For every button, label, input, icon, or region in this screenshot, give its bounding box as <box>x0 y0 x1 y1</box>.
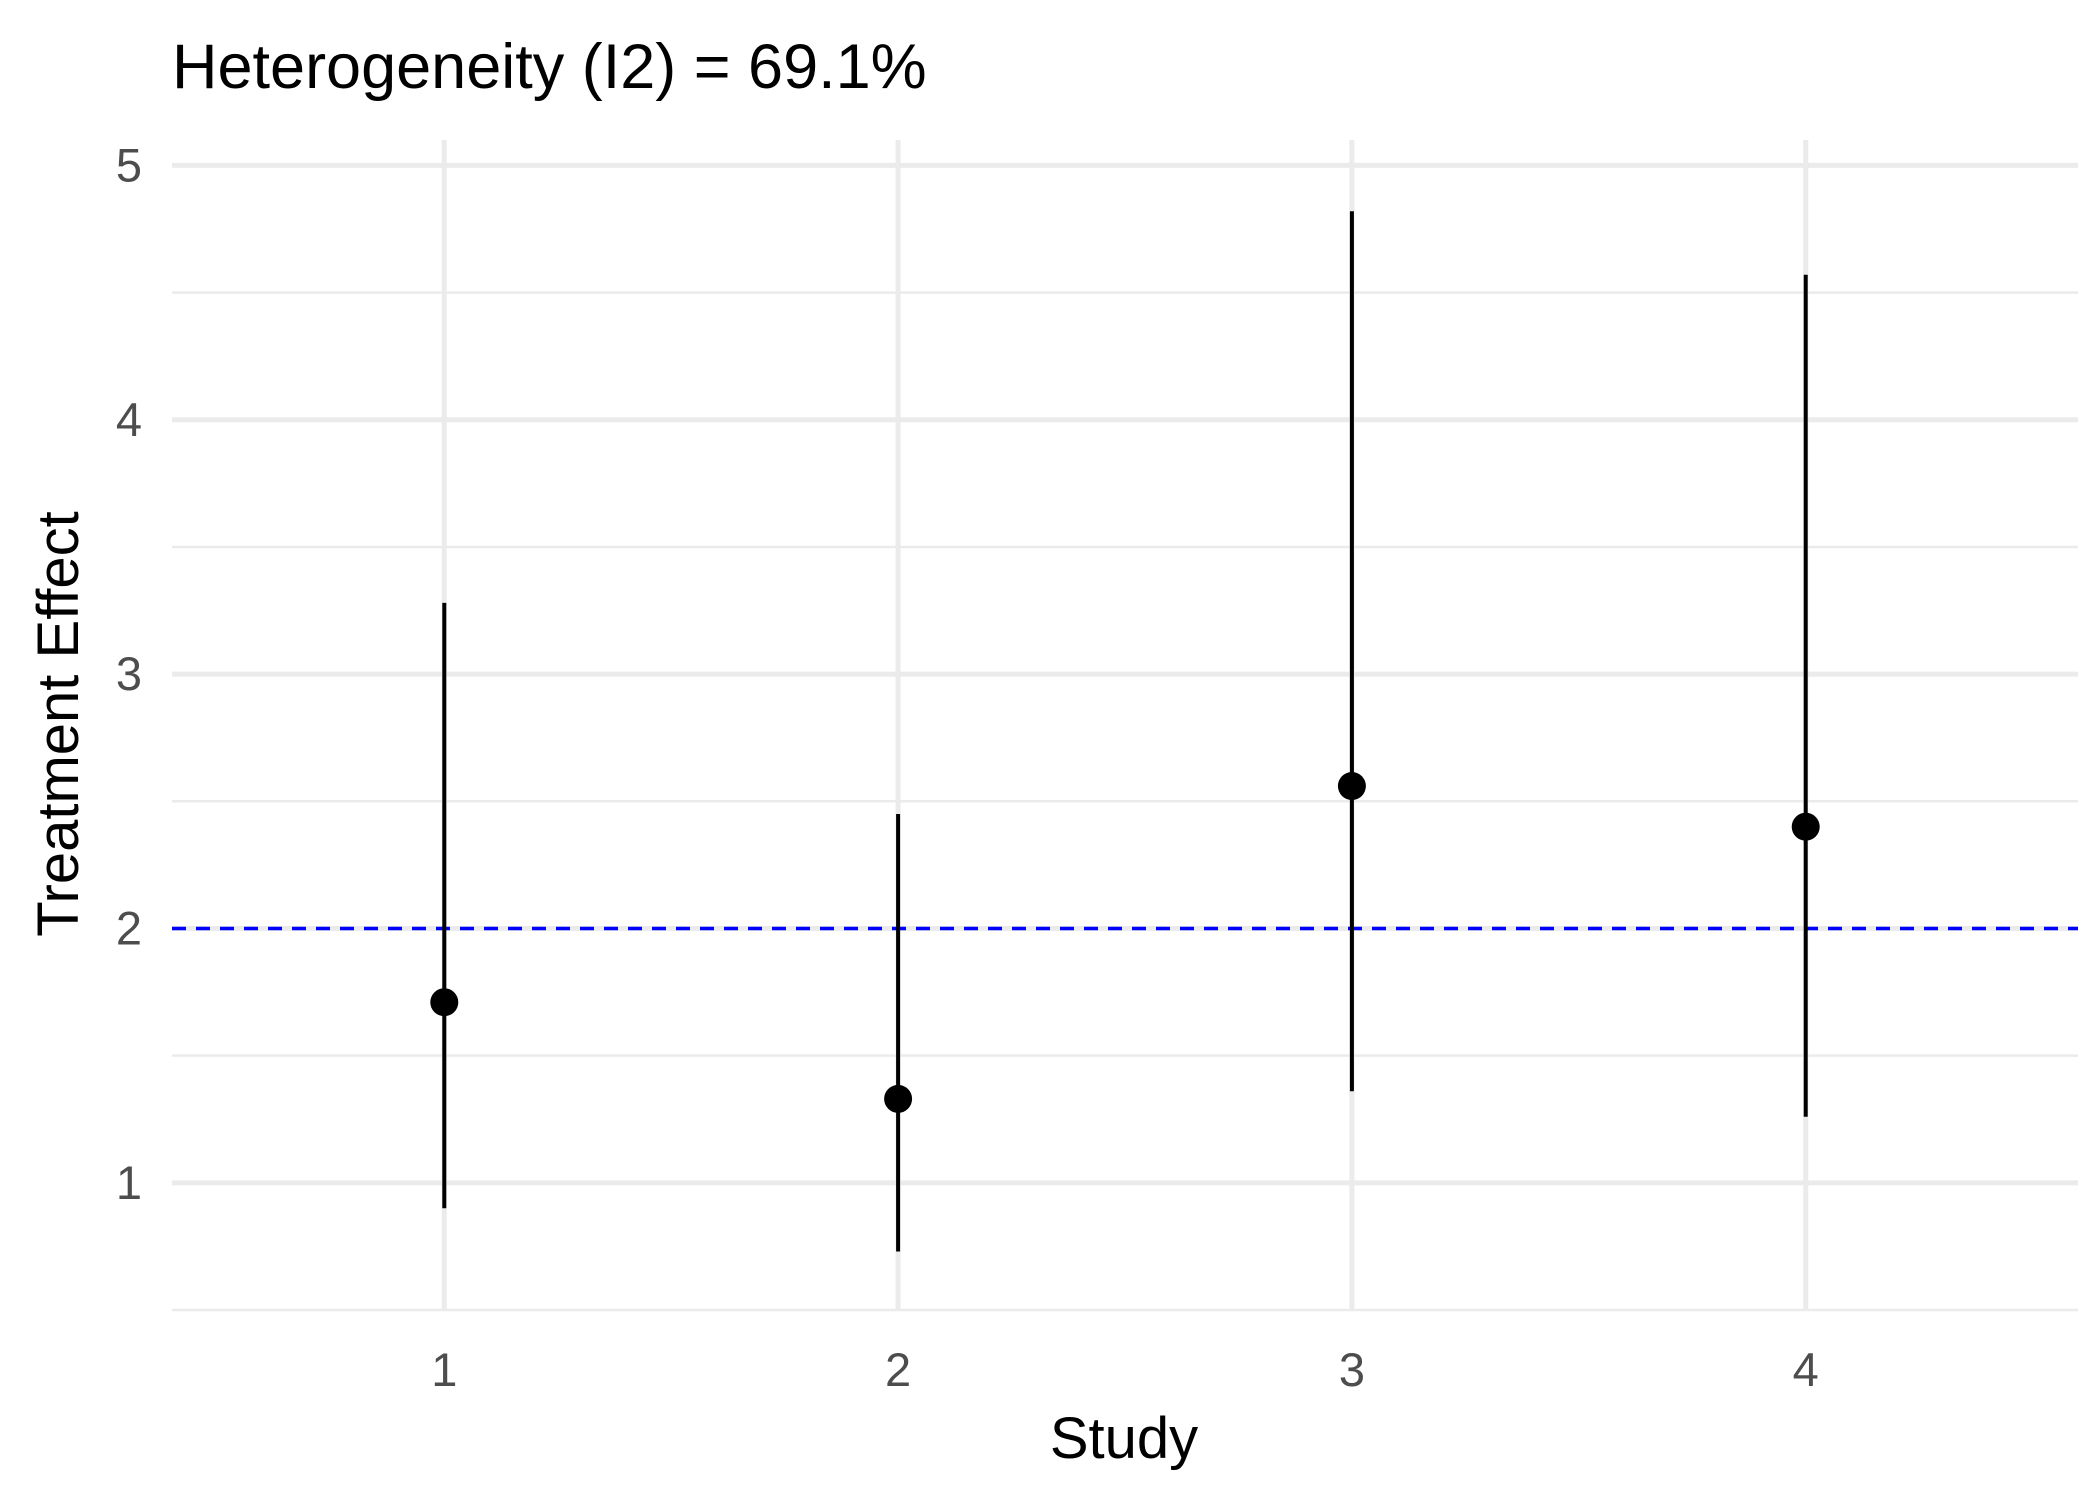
x-tick-label: 1 <box>431 1343 457 1396</box>
x-tick-label: 4 <box>1793 1343 1819 1396</box>
x-axis-ticks: 1 2 3 4 <box>431 1343 1819 1396</box>
y-axis-ticks: 1 2 3 4 5 <box>116 138 142 1208</box>
grid <box>172 140 2078 1312</box>
y-tick-label: 2 <box>116 901 142 954</box>
x-tick-label: 2 <box>885 1343 911 1396</box>
chart-title: Heterogeneity (I2) = 69.1% <box>172 32 927 102</box>
data-point <box>1337 772 1366 801</box>
data-points <box>430 772 1820 1113</box>
x-tick-label: 3 <box>1339 1343 1365 1396</box>
data-point <box>884 1084 913 1113</box>
y-tick-label: 1 <box>116 1156 142 1209</box>
data-point <box>1791 812 1820 841</box>
data-point <box>430 988 459 1017</box>
y-tick-label: 4 <box>116 393 142 446</box>
y-tick-label: 3 <box>116 647 142 700</box>
x-axis-title: Study <box>1050 1406 1198 1471</box>
y-tick-label: 5 <box>116 138 142 191</box>
error-bars <box>442 211 1808 1252</box>
y-axis-title: Treatment Effect <box>26 511 91 937</box>
